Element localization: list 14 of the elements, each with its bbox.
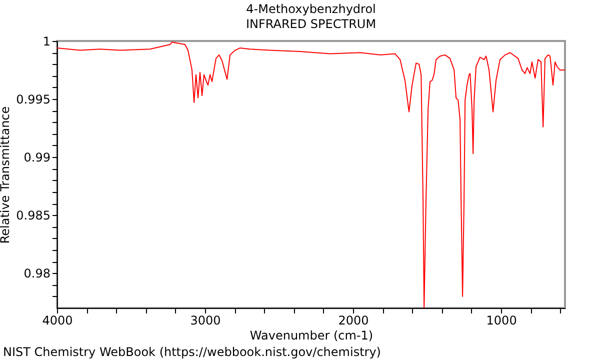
y-tick-label: 0.985 bbox=[16, 208, 50, 223]
x-tick-label: 4000 bbox=[42, 314, 73, 328]
y-tick-label: 0.98 bbox=[24, 266, 50, 281]
y-tick-label: 1 bbox=[42, 34, 50, 48]
x-tick-label: 3000 bbox=[190, 314, 221, 328]
x-tick-label: 1000 bbox=[486, 314, 517, 328]
y-axis-title: Relative Transmittance bbox=[0, 106, 12, 244]
x-tick-label: 2000 bbox=[338, 314, 369, 328]
text: NIST Chemistry WebBook (https://webbook.nist.gov/chemistry) bbox=[3, 345, 381, 359]
y-tick-label: 0.995 bbox=[16, 92, 50, 107]
chart-title: 4-Methoxybenzhydrol bbox=[246, 2, 376, 16]
x-axis-title: Wavenumber (cm-1) bbox=[250, 328, 374, 342]
y-tick-label: 0.99 bbox=[24, 150, 50, 165]
chart-subtitle: INFRARED SPECTRUM bbox=[246, 17, 376, 31]
